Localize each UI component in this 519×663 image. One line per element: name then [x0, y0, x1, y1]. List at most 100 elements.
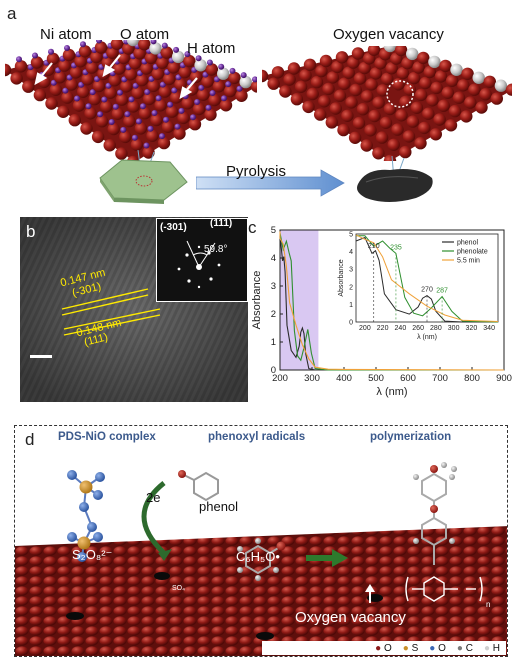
inset-x-tick-label: 200 — [359, 325, 371, 332]
inset-legend-label: phenol — [457, 240, 478, 247]
y-tick-label: 0 — [271, 365, 276, 376]
inset-y-tick-label: 2 — [349, 284, 353, 291]
surface-h-atom — [178, 107, 185, 114]
legend-c: ● C — [456, 642, 473, 654]
surface-h-atom — [173, 46, 180, 53]
lattice-atom — [445, 74, 459, 87]
lattice-atom — [147, 79, 160, 93]
lattice-atom — [444, 119, 458, 132]
lattice-atom — [358, 61, 371, 75]
lattice-atom — [505, 83, 512, 96]
y-tick-label: 4 — [271, 253, 276, 264]
lattice-atom — [299, 69, 312, 82]
lattice-atom — [356, 103, 370, 116]
lattice-atom — [322, 82, 335, 96]
lattice-atom — [205, 63, 219, 76]
lattice-atom — [170, 91, 183, 104]
o-atom-label: O atom — [120, 26, 170, 43]
lattice-atom — [142, 146, 155, 159]
lattice-atom — [441, 86, 454, 99]
surface-h-atom — [150, 40, 157, 45]
lattice-atom — [78, 45, 92, 58]
lattice-atom — [483, 75, 496, 88]
lattice-atom — [30, 56, 44, 69]
lattice-atom — [283, 73, 296, 86]
hrtem-image — [20, 217, 248, 402]
lattice-atom — [364, 124, 377, 137]
surface-h-atom — [48, 48, 54, 55]
lattice-atom — [402, 130, 416, 143]
lattice-atom — [490, 92, 503, 105]
lattice-atom — [406, 47, 419, 61]
lattice-atom — [279, 85, 292, 98]
lattice-atom — [318, 95, 331, 108]
lattice-atom — [167, 61, 180, 74]
lattice-atom — [349, 83, 362, 97]
lattice-atom — [383, 102, 397, 116]
legend-o-blue: ● O — [429, 642, 446, 654]
inset-x-axis-label: λ (nm) — [417, 334, 437, 341]
lattice-atom — [494, 79, 508, 92]
lattice-atom — [140, 62, 153, 75]
lattice-atom — [150, 113, 163, 127]
surface-h-atom — [105, 82, 112, 89]
lattice-atom — [117, 51, 130, 65]
surface-h-atom — [16, 56, 22, 63]
inset-y-axis-label: Absorbance — [338, 259, 345, 296]
lattice-atom — [171, 50, 185, 64]
y-tick-label: 3 — [271, 281, 276, 292]
lattice-atom — [329, 102, 342, 115]
surface-h-atom — [195, 55, 202, 62]
phenoxyl-formula: C₆H₅O• — [236, 549, 280, 564]
lattice-atom — [374, 57, 387, 70]
inset-peak-label: 235 — [390, 244, 402, 251]
inset-bg — [336, 232, 500, 344]
molecules — [67, 462, 483, 603]
lattice-atom — [115, 147, 128, 160]
surface-h-atom — [174, 123, 181, 130]
y-axis-label: Absorbance — [251, 271, 263, 330]
lattice-atom — [396, 66, 410, 80]
pyrolyzed-pellet-icon — [357, 156, 433, 202]
lattice-atom — [368, 109, 381, 123]
lattice-atom — [381, 72, 394, 85]
lattice-atom — [429, 128, 442, 141]
lattice-atom — [219, 99, 233, 112]
lattice-atom — [414, 88, 428, 102]
inset-series-5-5-min — [355, 234, 499, 322]
lattice-atom — [433, 113, 446, 126]
lattice-atom — [315, 64, 328, 78]
lattice-atom — [178, 65, 192, 79]
lattice-atom — [342, 66, 355, 79]
x-tick-label: 200 — [272, 373, 288, 384]
oxygen-vacancy-title: Oxygen vacancy — [333, 26, 444, 43]
lattice-atom — [250, 80, 257, 93]
lattice-atom — [348, 131, 362, 144]
inset-legend-label: 5.5 min — [457, 258, 480, 265]
lattice-atom — [399, 145, 412, 159]
lattice-atom — [72, 99, 86, 112]
x-tick-label: 300 — [304, 373, 320, 384]
lattice-atom — [468, 83, 481, 96]
x-tick-label: 700 — [432, 373, 448, 384]
fft-inset — [156, 218, 248, 302]
surface-h-atom — [85, 103, 92, 110]
inset-peak-label: 270 — [421, 287, 433, 294]
lattice-atom — [126, 40, 140, 47]
lattice-atom — [68, 114, 81, 127]
surface-h-atom — [135, 118, 142, 125]
lattice-atom — [123, 114, 136, 128]
surface-h-atom — [78, 81, 85, 88]
inset-y-tick-label: 3 — [349, 267, 353, 274]
lattice-atom — [290, 93, 304, 106]
pds-nio-title: PDS-NiO complex — [58, 431, 156, 443]
surface-h-atom — [108, 119, 115, 125]
lattice-atom — [151, 67, 164, 80]
lattice-atom — [376, 84, 389, 97]
lattice-atom — [387, 138, 400, 151]
polymerization-title: polymerization — [370, 431, 452, 443]
lattice-atom — [212, 80, 226, 93]
legend-o-red: ● O — [375, 642, 392, 654]
x-tick-label: 800 — [464, 373, 480, 384]
lattice-atom — [128, 57, 142, 70]
